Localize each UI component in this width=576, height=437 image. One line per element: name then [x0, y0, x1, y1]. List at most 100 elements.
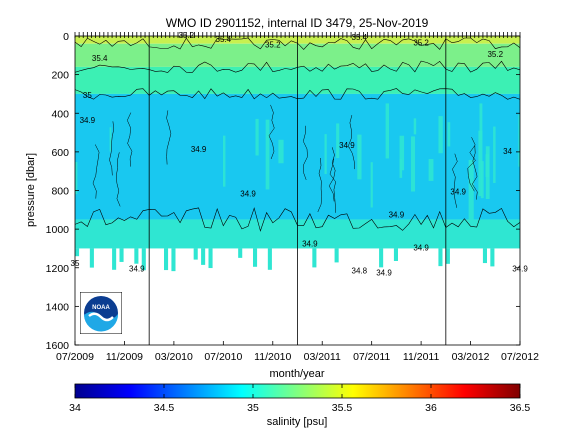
salinity-streak: [75, 161, 78, 195]
y-axis-label: pressure [dbar]: [25, 153, 37, 227]
contour-line: [303, 125, 308, 180]
contour-line: [92, 144, 100, 199]
x-tick-label: 07/2009: [56, 351, 94, 363]
x-tick-label: 07/2010: [204, 351, 242, 363]
y-tick-label: 200: [51, 70, 69, 82]
contour-label: 34.9: [376, 268, 392, 277]
profile-bottom: [193, 248, 198, 260]
profile-bottom: [445, 248, 450, 264]
profile-bottom: [119, 248, 124, 262]
profile-bottom: [134, 248, 139, 264]
contour-label: 35.2: [265, 41, 281, 50]
contour-line: [467, 137, 476, 192]
y-tick-label: 800: [51, 186, 69, 198]
noaa-logo-icon: NOAA: [79, 291, 123, 335]
contour-line: [472, 145, 478, 200]
x-tick-label: 03/2012: [452, 351, 490, 363]
contour-line: [109, 121, 115, 176]
contour-label: 34.9: [339, 141, 355, 150]
salinity-streak: [265, 119, 270, 190]
profile-bottom: [490, 248, 495, 267]
salinity-streak: [399, 159, 403, 178]
profile-bottom: [171, 248, 176, 272]
colorbar-tick-label: 34.5: [154, 402, 175, 414]
profile-bottom: [393, 248, 398, 261]
contour-line: [127, 112, 133, 167]
salinity-streak: [336, 123, 340, 159]
contour-label: 34.9: [80, 116, 96, 125]
colorbar: [74, 383, 521, 399]
x-axis: 07/2009 11/2009 03/2010 07/2010 11/2010 03/20…: [56, 341, 539, 363]
profile-bottom: [201, 248, 206, 265]
colorbar-tick-label: 35: [247, 402, 259, 414]
contour-label: 34: [503, 147, 512, 156]
x-tick-label: 07/2012: [501, 351, 539, 363]
profile-bottom: [75, 248, 80, 257]
y-tick-label: 0: [63, 31, 69, 43]
salinity-streak: [399, 135, 405, 171]
profile-bottom: [482, 248, 487, 264]
profile-bottom: [164, 248, 169, 271]
x-tick-label: 03/2010: [155, 351, 193, 363]
profile-bottom: [334, 248, 339, 263]
x-axis-label: month/year: [269, 368, 324, 380]
contour-line: [317, 157, 322, 213]
salinity-streak: [109, 127, 112, 152]
profile-bottom: [208, 248, 213, 269]
observation-ticks: [74, 32, 521, 38]
profile-bottom: [89, 248, 94, 268]
contour-line: [268, 104, 275, 160]
y-tick-label: 1200: [46, 263, 70, 275]
salinity-streak: [385, 103, 390, 159]
contour-label: 35.2: [178, 31, 194, 40]
contour-label: 34.9: [450, 187, 466, 196]
y-tick-label: 1000: [46, 224, 70, 236]
contour-line: [116, 152, 121, 207]
salinity-streak: [468, 159, 474, 227]
x-tick-label: 11/2010: [254, 351, 291, 363]
y-axis: 0 200 400 600 800 1000 1200 1400 1600: [46, 31, 520, 352]
salinity-streak: [370, 162, 373, 208]
salinity-streak: [411, 136, 416, 192]
contour-label: 35.4: [216, 35, 232, 44]
y-tick-label: 1400: [46, 301, 70, 313]
contour-line: [452, 153, 458, 208]
contour-label: 35.2: [487, 50, 503, 59]
contour-line: [329, 158, 336, 213]
profile-bottom: [267, 248, 272, 270]
salinity-streak: [438, 116, 443, 154]
contour-label: 34.9: [240, 189, 256, 198]
contour-label: 35: [83, 91, 92, 100]
x-tick-label: 11/2009: [106, 351, 143, 363]
y-tick-label: 600: [51, 147, 69, 159]
noaa-logo-text: NOAA: [92, 305, 110, 311]
salinity-streak: [357, 134, 362, 180]
year-lines: [148, 36, 447, 345]
chart-title: WMO ID 2901152, internal ID 3479, 25-Nov…: [166, 16, 429, 30]
x-tick-label: 11/2011: [403, 351, 440, 363]
contour-label: 34.8: [352, 267, 368, 276]
salinity-streak: [428, 159, 434, 181]
y-tick-label: 400: [51, 108, 69, 120]
salinity-streak: [278, 139, 284, 164]
salinity-streak: [413, 118, 417, 135]
contour-line: [328, 147, 336, 202]
profile-bottom: [438, 248, 443, 267]
salinity-streak: [222, 135, 226, 187]
contour-labels: 35.4 35.2 35.4 35.2 35.4 35.2 35.2 35 34.9 34.9 34…: [71, 31, 529, 278]
profile-bottom: [141, 248, 146, 271]
salinity-streak: [485, 146, 490, 200]
salinity-streak: [518, 114, 520, 167]
colorbar-ticks: 34 34.5 35 35.5 36 36.5: [69, 384, 530, 414]
profile-bottom: [112, 248, 117, 270]
profile-bottom: [379, 248, 384, 268]
colorbar-tick-label: 36: [425, 402, 437, 414]
profile-bottom: [253, 248, 258, 267]
salinity-streak: [493, 126, 496, 184]
salinity-streak: [255, 118, 259, 156]
profile-bottom: [238, 248, 243, 258]
colorbar-tick-label: 35.5: [332, 402, 353, 414]
x-tick-label: 03/2011: [304, 351, 341, 363]
contour-label: 34.9: [389, 211, 405, 220]
